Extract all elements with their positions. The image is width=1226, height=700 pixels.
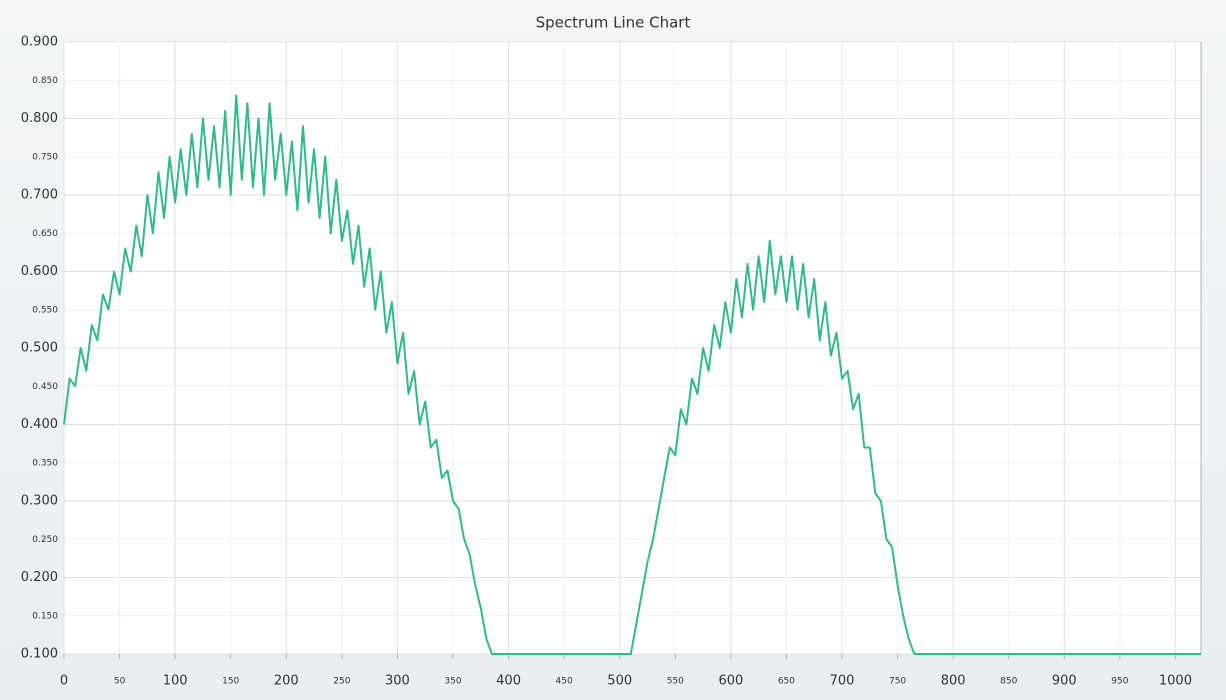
x-tick-label: 1000 xyxy=(1159,674,1192,689)
y-tick-label: 0.450 xyxy=(32,382,58,392)
x-tick-label: 400 xyxy=(496,674,521,689)
y-tick-label: 0.900 xyxy=(21,35,58,50)
y-tick-label: 0.500 xyxy=(21,341,58,356)
x-tick-label: 600 xyxy=(718,674,743,689)
x-tick-label: 200 xyxy=(274,674,299,689)
y-tick-label: 0.100 xyxy=(21,647,58,662)
x-tick-label: 950 xyxy=(1111,677,1128,687)
y-tick-label: 0.250 xyxy=(32,535,58,545)
x-tick-label: 450 xyxy=(556,677,573,687)
x-tick-label: 350 xyxy=(444,677,461,687)
y-tick-label: 0.750 xyxy=(32,152,58,162)
x-tick-label: 700 xyxy=(830,674,855,689)
x-tick-label: 500 xyxy=(607,674,632,689)
y-tick-label: 0.300 xyxy=(21,494,58,509)
y-tick-label: 0.400 xyxy=(21,417,58,432)
x-tick-label: 750 xyxy=(889,677,906,687)
y-tick-label: 0.200 xyxy=(21,570,58,585)
x-tick-label: 850 xyxy=(1000,677,1017,687)
y-tick-label: 0.850 xyxy=(32,76,58,86)
x-tick-label: 650 xyxy=(778,677,795,687)
x-tick-label: 100 xyxy=(163,674,188,689)
data-line xyxy=(63,94,1201,655)
x-tick-label: 250 xyxy=(333,677,350,687)
y-tick-label: 0.800 xyxy=(21,111,58,126)
y-tick-label: 0.700 xyxy=(21,188,58,203)
x-tick-label: 900 xyxy=(1052,674,1077,689)
x-tick-label: 800 xyxy=(941,674,966,689)
y-tick-label: 0.350 xyxy=(32,458,58,468)
x-tick-label: 0 xyxy=(60,674,68,689)
y-tick-label: 0.550 xyxy=(32,305,58,315)
chart-title: Spectrum Line Chart xyxy=(536,14,691,32)
x-tick-label: 300 xyxy=(385,674,410,689)
x-tick-label: 50 xyxy=(114,677,126,687)
x-tick-label: 550 xyxy=(667,677,684,687)
y-tick-label: 0.150 xyxy=(32,611,58,621)
y-tick-label: 0.650 xyxy=(32,229,58,239)
x-tick-label: 150 xyxy=(222,677,239,687)
y-tick-label: 0.600 xyxy=(21,264,58,279)
